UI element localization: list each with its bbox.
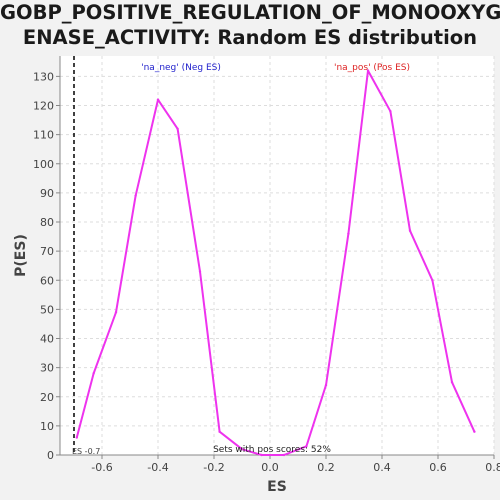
es-marker-label: ES -0.7 <box>72 447 100 456</box>
y-tick-label-4: 40 <box>40 333 54 346</box>
y-tick-label-2: 20 <box>40 391 54 404</box>
data-point-0-14 <box>366 69 370 72</box>
x-tick-label-1: -0.4 <box>147 461 168 474</box>
data-point-0-18 <box>450 380 454 384</box>
data-point-0-2 <box>114 311 118 314</box>
data-point-0-7 <box>218 430 221 433</box>
y-tick-label-1: 10 <box>40 420 54 433</box>
data-point-0-11 <box>305 445 308 448</box>
y-tick-label-12: 120 <box>33 100 54 113</box>
x-tick-label-3: 0.0 <box>261 461 279 474</box>
data-point-0-19 <box>473 430 476 433</box>
data-point-0-16 <box>408 229 412 232</box>
x-tick-label-0: -0.6 <box>91 461 112 474</box>
data-point-0-13 <box>347 232 350 235</box>
data-point-0-15 <box>389 110 392 113</box>
x-tick-label-7: 0.8 <box>485 461 500 474</box>
pos-es-label: 'na_pos' (Pos ES) <box>334 63 410 73</box>
data-point-0-8 <box>240 447 244 451</box>
y-tick-label-8: 80 <box>40 216 54 229</box>
data-point-0-10 <box>282 453 286 457</box>
y-tick-label-6: 60 <box>40 274 54 287</box>
data-point-0-3 <box>134 194 137 197</box>
x-tick-label-2: -0.2 <box>203 461 224 474</box>
data-point-0-4 <box>156 98 160 101</box>
y-tick-label-5: 50 <box>40 303 54 316</box>
x-axis-title: ES <box>267 479 287 495</box>
x-tick-label-6: 0.6 <box>429 461 447 474</box>
data-point-0-5 <box>176 127 179 131</box>
data-point-0-0 <box>75 436 79 439</box>
pos-scores-footer: Sets with pos scores: 52% <box>213 445 331 455</box>
x-tick-label-5: 0.4 <box>373 461 391 474</box>
y-tick-label-9: 90 <box>40 187 54 200</box>
series-line-0 <box>75 69 476 456</box>
neg-es-label: 'na_neg' (Neg ES) <box>141 63 221 73</box>
y-tick-label-10: 100 <box>33 158 54 171</box>
data-point-0-9 <box>260 453 263 457</box>
data-point-0-1 <box>92 372 95 375</box>
y-tick-label-7: 70 <box>40 245 54 258</box>
chart-title-line-1: GOBP_POSITIVE_REGULATION_OF_MONOOXYG <box>0 1 500 24</box>
y-tick-label-11: 110 <box>33 129 54 142</box>
x-tick-label-4: 0.2 <box>317 461 335 474</box>
y-axis-title: P(ES) <box>13 234 29 277</box>
y-tick-label-3: 30 <box>40 362 54 375</box>
chart-title-line-2: ENASE_ACTIVITY: Random ES distribution <box>22 26 478 49</box>
data-point-0-17 <box>431 279 434 282</box>
data-point-0-6 <box>198 270 202 273</box>
y-tick-label-0: 0 <box>47 449 54 462</box>
y-tick-label-13: 130 <box>33 70 54 83</box>
data-point-0-12 <box>324 383 328 387</box>
